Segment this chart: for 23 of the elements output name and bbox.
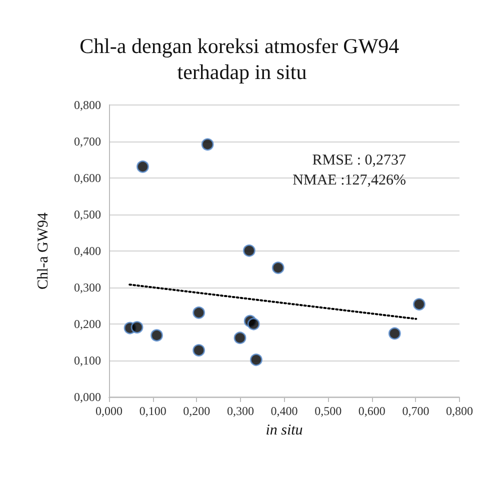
x-tick-label: 0,200 <box>183 404 210 418</box>
y-tick-label: 0,200 <box>74 317 101 331</box>
x-tick-label: 0,300 <box>226 404 254 418</box>
chart-title: Chl-a dengan koreksi atmosfer GW94 terhadap in situ <box>80 34 404 84</box>
y-tick-label: 0,700 <box>74 134 101 148</box>
y-tick-label: 0,400 <box>74 244 101 258</box>
x-tick-label: 0,800 <box>446 404 473 418</box>
y-tick-label: 0,600 <box>74 171 101 185</box>
annotation: RMSE : 0,2737 <box>312 152 406 168</box>
x-tick-label: 0,600 <box>358 404 386 418</box>
y-tick-label: 0,000 <box>74 390 101 404</box>
y-tick-label: 0,800 <box>74 98 101 112</box>
x-tick-label: 0,400 <box>270 404 298 418</box>
x-tick-label: 0,700 <box>402 404 430 418</box>
y-axis-title: Chl-a GW94 <box>36 212 52 290</box>
y-tick-label: 0,100 <box>74 354 101 368</box>
x-tick-label: 0,500 <box>314 404 342 418</box>
x-tick-label: 0,100 <box>139 404 166 418</box>
x-tick-label: 0,000 <box>96 404 122 418</box>
annotation: NMAE :127,426% <box>292 172 406 188</box>
x-axis-title: in situ <box>266 422 303 438</box>
y-tick-label: 0,500 <box>74 208 101 222</box>
y-tick-label: 0,300 <box>74 280 101 294</box>
